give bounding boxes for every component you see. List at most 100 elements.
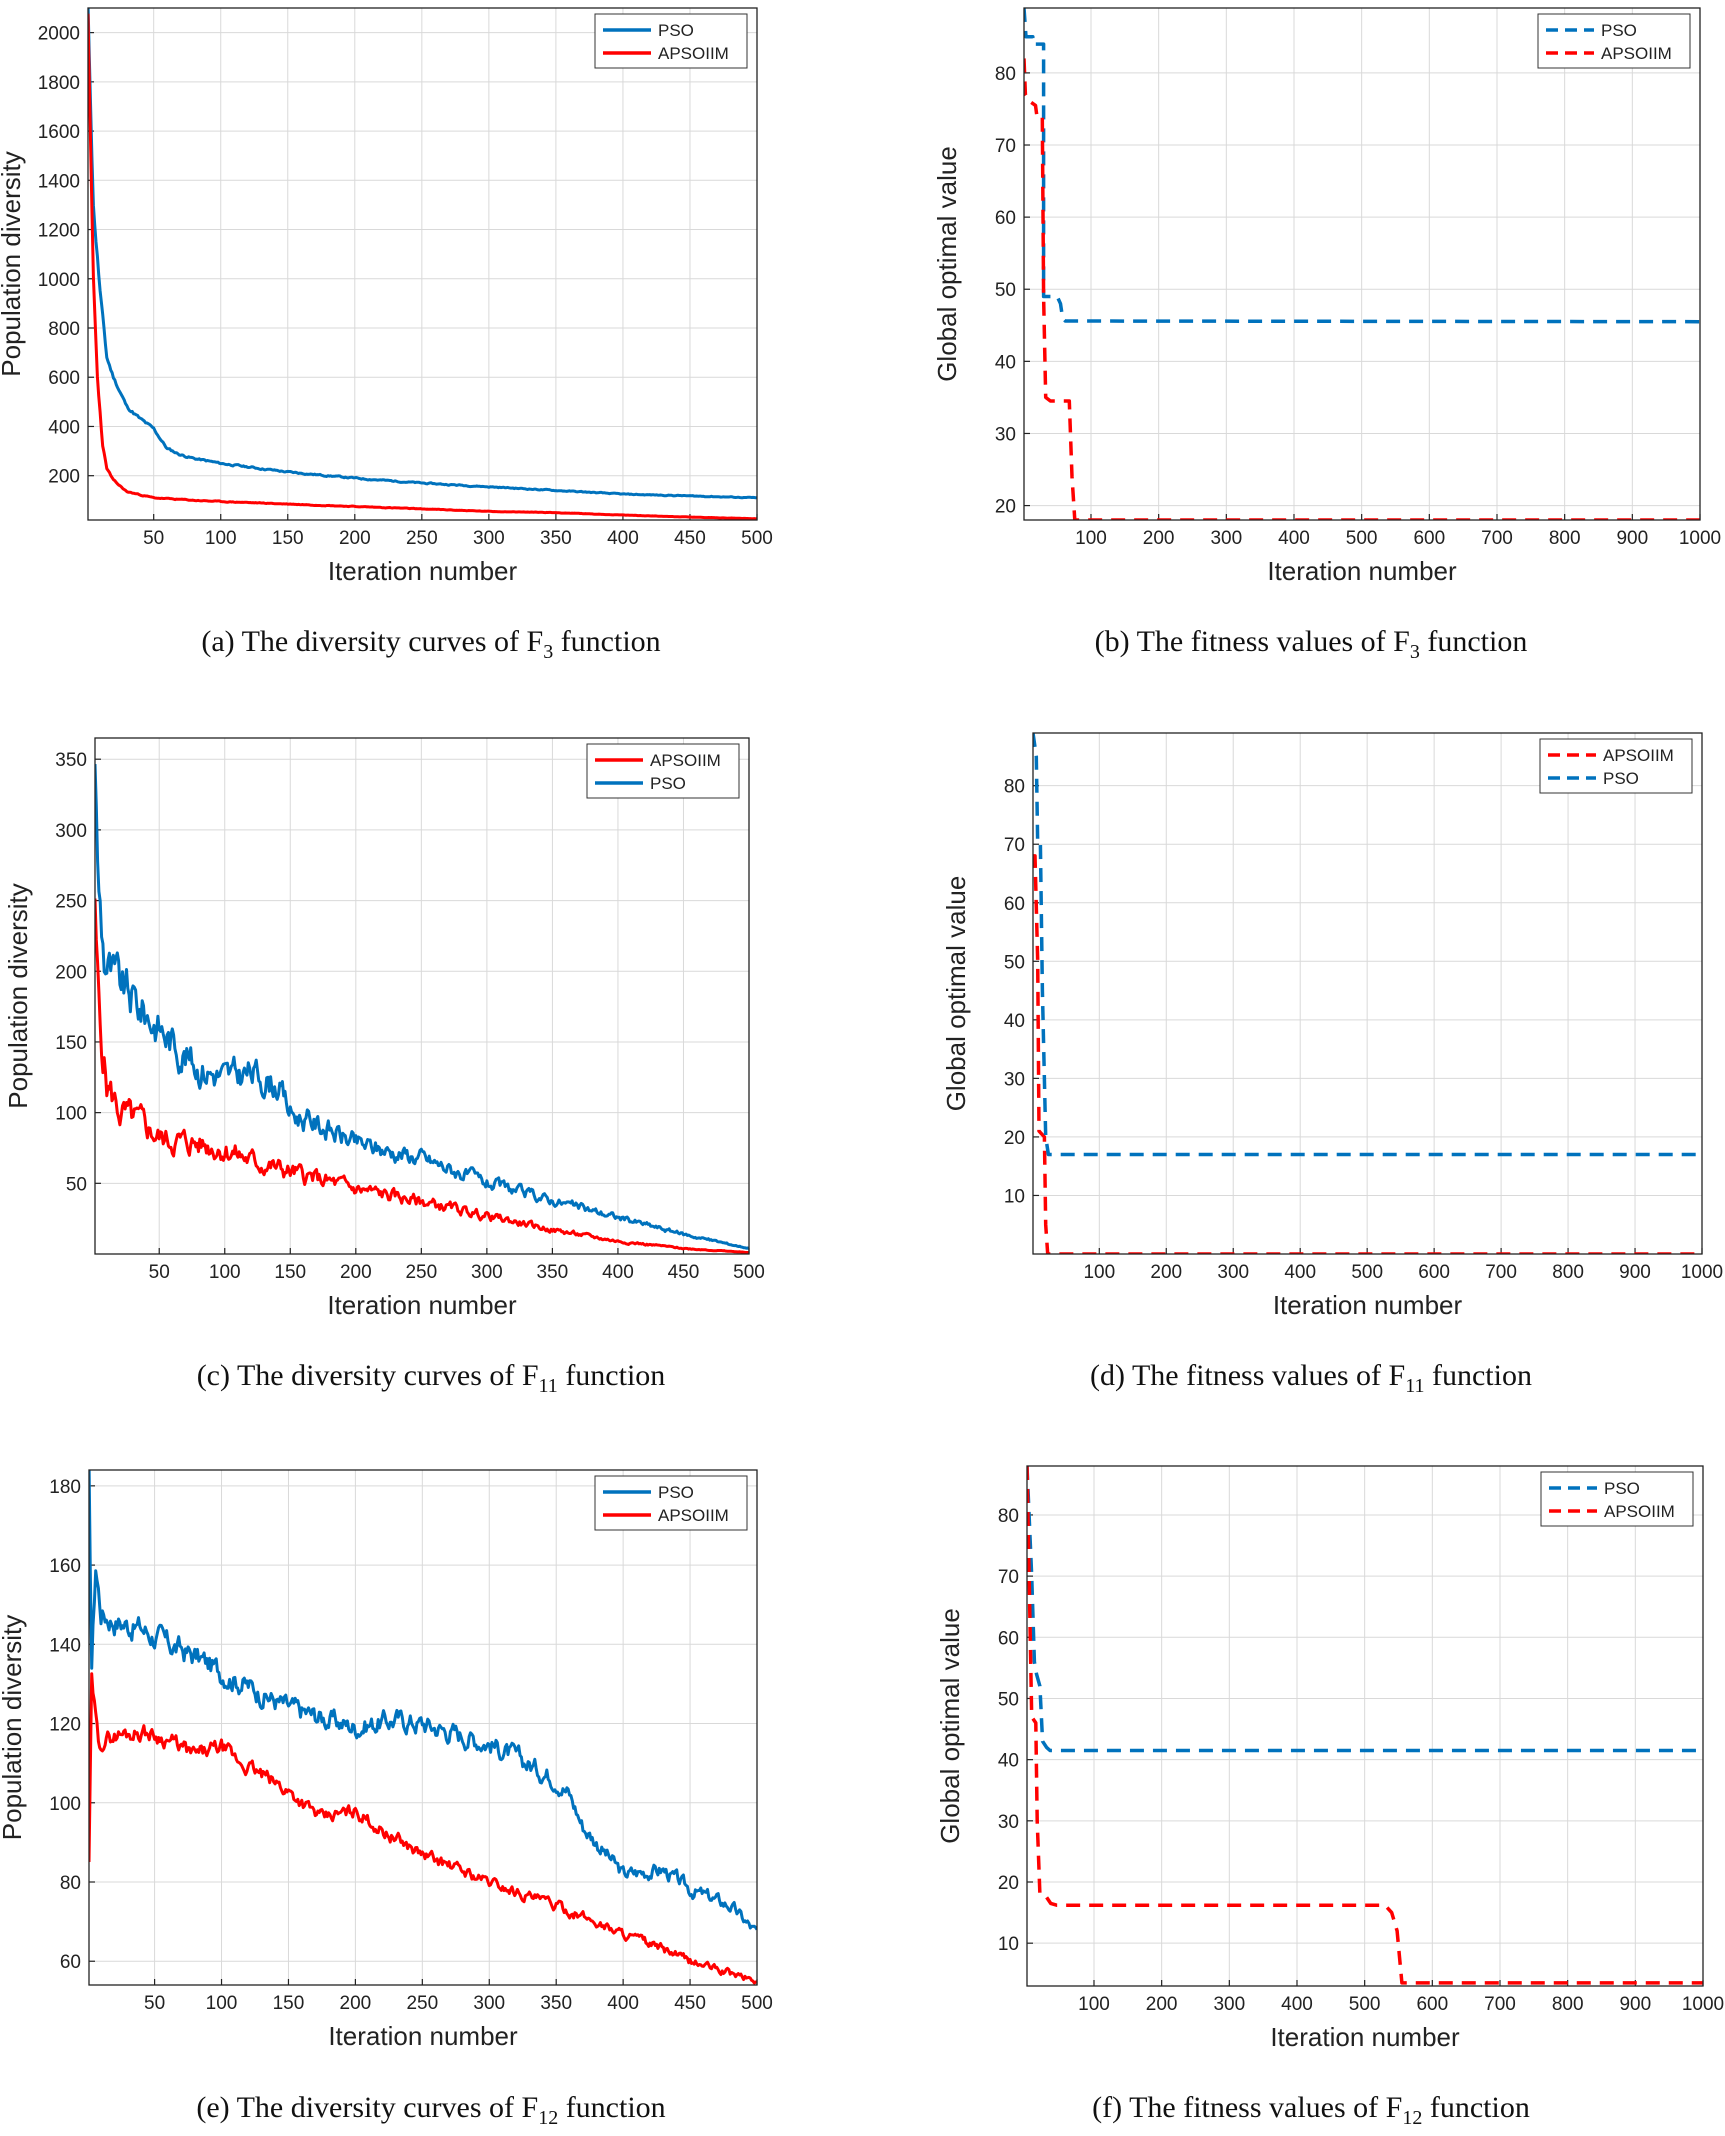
y-tick-label: 60 bbox=[995, 208, 1016, 229]
y-axis-label: Population diversity bbox=[3, 883, 33, 1108]
y-tick-label: 180 bbox=[49, 1477, 81, 1498]
x-tick-label: 100 bbox=[206, 1993, 238, 2014]
x-tick-label: 100 bbox=[1075, 528, 1107, 549]
axes-frame bbox=[1026, 1465, 1704, 1987]
legend-label: PSO bbox=[658, 21, 694, 40]
y-tick-label: 140 bbox=[49, 1635, 81, 1656]
plot-area bbox=[88, 8, 757, 520]
legend-label: PSO bbox=[1603, 769, 1639, 788]
x-tick-label: 800 bbox=[1552, 1994, 1584, 2015]
y-tick-label: 200 bbox=[48, 467, 80, 488]
legend-label: APSOIIM bbox=[1603, 746, 1674, 765]
series-line-pso bbox=[89, 1470, 757, 1931]
x-tick-label: 200 bbox=[1146, 1994, 1178, 2015]
y-tick-label: 1000 bbox=[38, 270, 80, 291]
x-tick-label: 100 bbox=[209, 1262, 241, 1283]
y-tick-label: 1600 bbox=[38, 122, 80, 143]
x-tick-label: 200 bbox=[340, 1262, 372, 1283]
series-line-apsoiim bbox=[95, 898, 749, 1254]
x-tick-label: 500 bbox=[733, 1262, 765, 1283]
x-tick-label: 450 bbox=[674, 528, 706, 549]
x-tick-label: 50 bbox=[144, 1993, 165, 2014]
y-tick-label: 50 bbox=[66, 1174, 87, 1195]
x-tick-label: 700 bbox=[1484, 1994, 1516, 2015]
x-tick-label: 50 bbox=[143, 528, 164, 549]
x-tick-label: 400 bbox=[1281, 1994, 1313, 2015]
series-line-apsoiim bbox=[1033, 854, 1702, 1254]
y-tick-label: 20 bbox=[1004, 1128, 1025, 1149]
chart-panel-2: 50 100 150 200 250 300 350 400 450 500 50 100 150 200… bbox=[3, 737, 765, 1320]
y-tick-label: 160 bbox=[49, 1556, 81, 1577]
y-tick-label: 1800 bbox=[38, 73, 80, 94]
x-tick-label: 300 bbox=[473, 528, 505, 549]
series-line-apsoiim bbox=[88, 13, 757, 520]
chart-panel-4: 50 100 150 200 250 300 350 400 450 500 60 80 100 120 1… bbox=[0, 1469, 773, 2051]
x-tick-label: 900 bbox=[1619, 1262, 1651, 1283]
x-tick-label: 800 bbox=[1552, 1262, 1584, 1283]
y-tick-label: 800 bbox=[48, 319, 80, 340]
y-tick-label: 70 bbox=[995, 136, 1016, 157]
y-axis-label: Global optimal value bbox=[935, 1608, 965, 1844]
x-tick-label: 200 bbox=[340, 1993, 372, 2014]
x-tick-label: 400 bbox=[602, 1262, 634, 1283]
x-axis-label: Iteration number bbox=[1273, 1290, 1463, 1320]
y-tick-label: 300 bbox=[55, 821, 87, 842]
series-line-apsoiim bbox=[1024, 58, 1700, 520]
legend-label: PSO bbox=[650, 774, 686, 793]
y-tick-label: 60 bbox=[1004, 894, 1025, 915]
x-tick-label: 100 bbox=[205, 528, 237, 549]
x-tick-label: 400 bbox=[607, 528, 639, 549]
legend-box bbox=[594, 13, 748, 69]
x-tick-label: 1000 bbox=[1679, 528, 1721, 549]
x-axis-label: Iteration number bbox=[328, 2021, 518, 2051]
x-tick-label: 300 bbox=[1210, 528, 1242, 549]
series-line-apsoiim bbox=[89, 1672, 757, 1985]
x-tick-label: 300 bbox=[1213, 1994, 1245, 2015]
series-line-pso bbox=[1024, 8, 1700, 324]
y-tick-label: 600 bbox=[48, 368, 80, 389]
y-axis-label: Population diversity bbox=[0, 151, 26, 376]
x-tick-label: 900 bbox=[1619, 1994, 1651, 2015]
x-tick-label: 700 bbox=[1485, 1262, 1517, 1283]
legend-label: APSOIIM bbox=[650, 751, 721, 770]
x-tick-label: 100 bbox=[1083, 1262, 1115, 1283]
x-tick-label: 250 bbox=[406, 528, 438, 549]
y-tick-label: 30 bbox=[1004, 1069, 1025, 1090]
y-tick-label: 10 bbox=[1004, 1186, 1025, 1207]
x-tick-label: 800 bbox=[1549, 528, 1581, 549]
y-tick-label: 400 bbox=[48, 417, 80, 438]
y-tick-label: 40 bbox=[1004, 1011, 1025, 1032]
x-tick-label: 500 bbox=[1349, 1994, 1381, 2015]
legend-label: PSO bbox=[1601, 21, 1637, 40]
y-tick-label: 10 bbox=[998, 1934, 1019, 1955]
series-line-pso bbox=[1027, 1466, 1703, 1753]
series-line-pso bbox=[1033, 733, 1702, 1157]
legend-label: APSOIIM bbox=[1604, 1502, 1675, 1521]
x-tick-label: 150 bbox=[273, 1993, 305, 2014]
x-tick-label: 900 bbox=[1616, 528, 1648, 549]
x-tick-label: 200 bbox=[1150, 1262, 1182, 1283]
y-tick-label: 30 bbox=[995, 424, 1016, 445]
series-line-pso bbox=[88, 8, 757, 500]
legend-label: PSO bbox=[1604, 1479, 1640, 1498]
caption-e: (e) The diversity curves of F12 function bbox=[196, 2091, 666, 2129]
x-tick-label: 100 bbox=[1078, 1994, 1110, 2015]
x-tick-label: 50 bbox=[149, 1262, 170, 1283]
x-tick-label: 150 bbox=[274, 1262, 306, 1283]
x-tick-label: 400 bbox=[1278, 528, 1310, 549]
x-tick-label: 350 bbox=[540, 528, 572, 549]
axes-frame bbox=[1023, 7, 1701, 521]
x-axis-label: Iteration number bbox=[1267, 556, 1457, 586]
caption-c: (c) The diversity curves of F11 function bbox=[196, 1359, 666, 1397]
x-tick-label: 350 bbox=[540, 1993, 572, 2014]
caption-f: (f) The fitness values of F12 function bbox=[1092, 2091, 1530, 2129]
x-tick-label: 250 bbox=[406, 1993, 438, 2014]
y-tick-label: 1200 bbox=[38, 221, 80, 242]
y-tick-label: 40 bbox=[998, 1751, 1019, 1772]
y-tick-label: 80 bbox=[60, 1873, 81, 1894]
y-tick-label: 50 bbox=[998, 1689, 1019, 1710]
y-tick-label: 120 bbox=[49, 1715, 81, 1736]
x-tick-label: 600 bbox=[1416, 1994, 1448, 2015]
chart-panel-5: 100 200 300 400 500 600 700 800 900 1000 10 20 30 40 5… bbox=[935, 1465, 1724, 2052]
